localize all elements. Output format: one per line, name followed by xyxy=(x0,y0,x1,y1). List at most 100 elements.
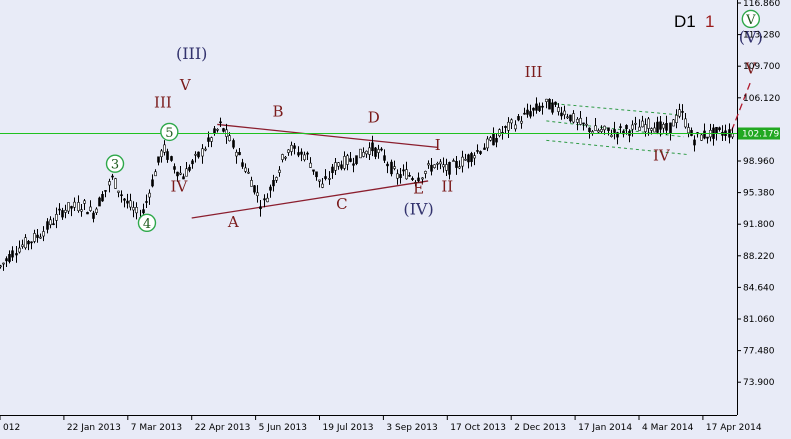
candle-body xyxy=(281,154,284,160)
y-tick-label: 91.800 xyxy=(743,220,775,230)
candle-body xyxy=(114,178,117,189)
candle-body xyxy=(625,125,628,130)
candle-body xyxy=(600,129,603,132)
candle-body xyxy=(557,107,560,112)
candle-body xyxy=(170,156,173,161)
candle-body xyxy=(520,120,523,124)
candle-body xyxy=(591,131,594,134)
candle-body xyxy=(324,176,327,179)
candle-body xyxy=(2,262,5,265)
candle-body xyxy=(393,166,396,169)
candle-body xyxy=(247,171,250,174)
x-tick-label: 2 Dec 2013 xyxy=(514,423,566,433)
candle-body xyxy=(690,130,693,136)
candle-body xyxy=(104,190,107,192)
candle-body xyxy=(665,123,668,131)
candle-body xyxy=(492,133,495,146)
circled-wave-marker xyxy=(105,154,125,173)
x-tick-label: 7 Mar 2013 xyxy=(131,423,182,433)
candle-body xyxy=(166,151,169,160)
candle-body xyxy=(287,149,290,153)
candle-body xyxy=(579,117,582,125)
x-tick-label: 5 Jun 2013 xyxy=(259,423,307,433)
candle-body xyxy=(256,192,259,197)
candle-body xyxy=(24,237,27,249)
candle-body xyxy=(185,168,188,177)
candle-body xyxy=(213,128,216,134)
candle-body xyxy=(662,124,665,129)
circled-wave-label: 4 xyxy=(143,217,151,232)
candle-body xyxy=(355,155,358,164)
candle-body xyxy=(238,152,241,156)
candle-body xyxy=(235,151,238,157)
candle-body xyxy=(693,139,696,146)
candle-body xyxy=(526,109,529,115)
candle-body xyxy=(386,163,389,167)
candle-body xyxy=(634,122,637,125)
candle-body xyxy=(278,169,281,173)
candle-body xyxy=(461,156,464,167)
wave-label: (III) xyxy=(176,44,207,63)
candle-body xyxy=(411,178,414,180)
candle-body xyxy=(588,127,591,133)
candle-body xyxy=(179,172,182,175)
candle-body xyxy=(182,176,185,180)
plot-background xyxy=(0,0,737,415)
wave-degree-label: 1 xyxy=(705,12,714,31)
candle-body xyxy=(594,125,597,131)
candle-body xyxy=(610,134,613,137)
candle-body xyxy=(371,142,374,152)
candle-body xyxy=(517,116,520,121)
time-axis: 012 22 Jan 2013 7 Mar 2013 22 Apr 2013 5 Jun… xyxy=(0,415,762,433)
candle-body xyxy=(390,161,393,175)
candle-body xyxy=(352,163,355,166)
timeframe-label: D1 xyxy=(674,12,696,31)
candle-body xyxy=(417,177,420,182)
candle-body xyxy=(486,138,489,149)
y-tick-label: 106.120 xyxy=(743,94,780,104)
candle-body xyxy=(510,119,513,124)
candle-body xyxy=(647,118,650,129)
circled-wave-label: V xyxy=(745,13,756,28)
candle-body xyxy=(148,192,151,198)
wave-label: B xyxy=(272,103,283,121)
candle-body xyxy=(718,127,721,130)
candle-body xyxy=(436,163,439,165)
candle-body xyxy=(405,169,408,180)
candle-body xyxy=(563,110,566,116)
candle-body xyxy=(498,129,501,137)
candle-body xyxy=(424,170,427,174)
candle-body xyxy=(160,150,163,158)
candle-body xyxy=(445,164,448,171)
candle-body xyxy=(532,107,535,111)
candle-body xyxy=(399,174,402,178)
candle-body xyxy=(318,179,321,182)
candle-body xyxy=(613,129,616,133)
candle-body xyxy=(191,160,194,165)
candle-body xyxy=(548,98,551,110)
wave-label: (V) xyxy=(739,27,763,46)
candle-body xyxy=(669,122,672,134)
candle-body xyxy=(346,155,349,165)
candle-body xyxy=(582,122,585,125)
candle-body xyxy=(638,126,641,131)
candle-body xyxy=(535,103,538,111)
candle-body xyxy=(340,164,343,169)
candle-body xyxy=(52,223,55,226)
candle-body xyxy=(5,258,8,262)
candle-body xyxy=(219,121,222,124)
candle-body xyxy=(684,118,687,128)
wave-label: V xyxy=(744,59,757,77)
candle-body xyxy=(479,151,482,154)
candle-body xyxy=(80,209,83,212)
candle-body xyxy=(377,149,380,153)
candle-body xyxy=(49,219,52,226)
candle-body xyxy=(11,250,14,258)
candle-body xyxy=(269,186,272,191)
candle-body xyxy=(306,152,309,155)
candle-body xyxy=(123,198,126,201)
candle-body xyxy=(89,206,92,211)
candle-body xyxy=(572,113,575,123)
price-axis-background xyxy=(738,0,791,439)
